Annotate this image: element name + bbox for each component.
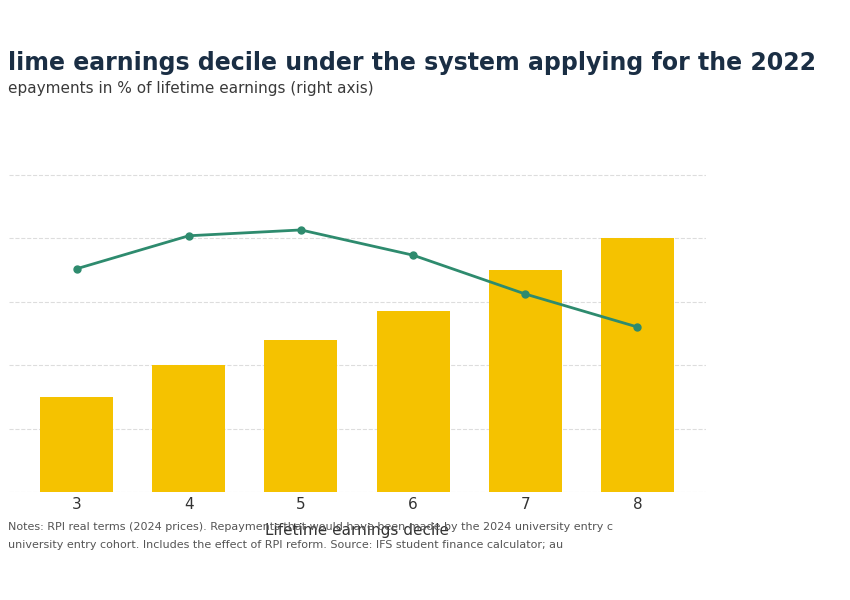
Text: lime earnings decile under the system applying for the 2022: lime earnings decile under the system ap… [8,51,817,75]
Bar [152,365,225,492]
Text: epayments in % of lifetime earnings (right axis): epayments in % of lifetime earnings (rig… [8,81,374,96]
Text: Notes: RPI real terms (2024 prices). Repayments that would have been made by the: Notes: RPI real terms (2024 prices). Rep… [8,522,614,532]
Bar [377,311,450,492]
Bar [601,238,674,492]
Bar [264,340,337,492]
Bar [40,397,113,492]
X-axis label: Lifetime earnings decile: Lifetime earnings decile [265,523,449,538]
Text: university entry cohort. Includes the effect of RPI reform. Source: IFS student : university entry cohort. Includes the ef… [8,540,564,550]
Bar [489,270,562,492]
